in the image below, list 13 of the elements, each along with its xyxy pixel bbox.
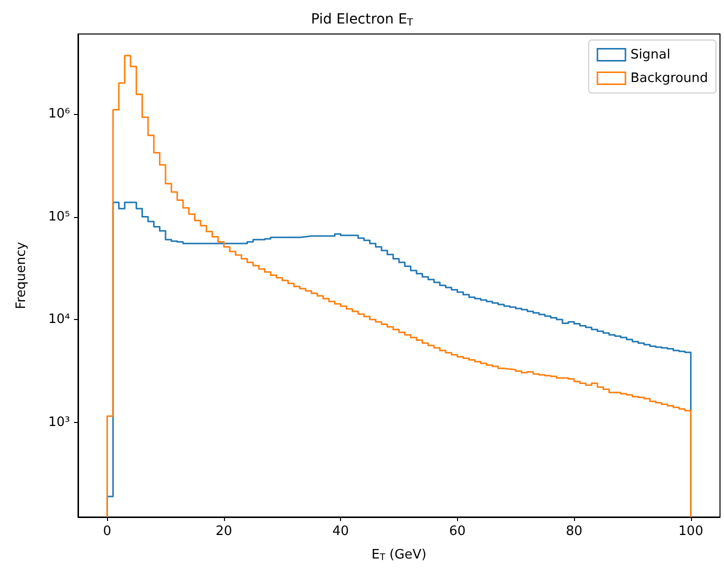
- x-tick-label: 20: [216, 524, 232, 539]
- y-axis-title: Frequency: [14, 242, 29, 310]
- legend-label: Signal: [630, 47, 670, 62]
- y-tick-label: 10⁵: [48, 209, 70, 224]
- x-tick-label: 60: [449, 524, 466, 539]
- x-tick-label: 0: [103, 524, 112, 539]
- x-tick-label: 40: [332, 524, 349, 539]
- x-tick-label: 100: [678, 524, 704, 539]
- legend-label: Background: [630, 70, 708, 86]
- y-tick-label: 10⁴: [48, 312, 70, 328]
- y-tick-label: 10³: [48, 414, 70, 430]
- y-tick-label: 10⁶: [48, 106, 70, 122]
- x-tick-label: 80: [566, 524, 582, 539]
